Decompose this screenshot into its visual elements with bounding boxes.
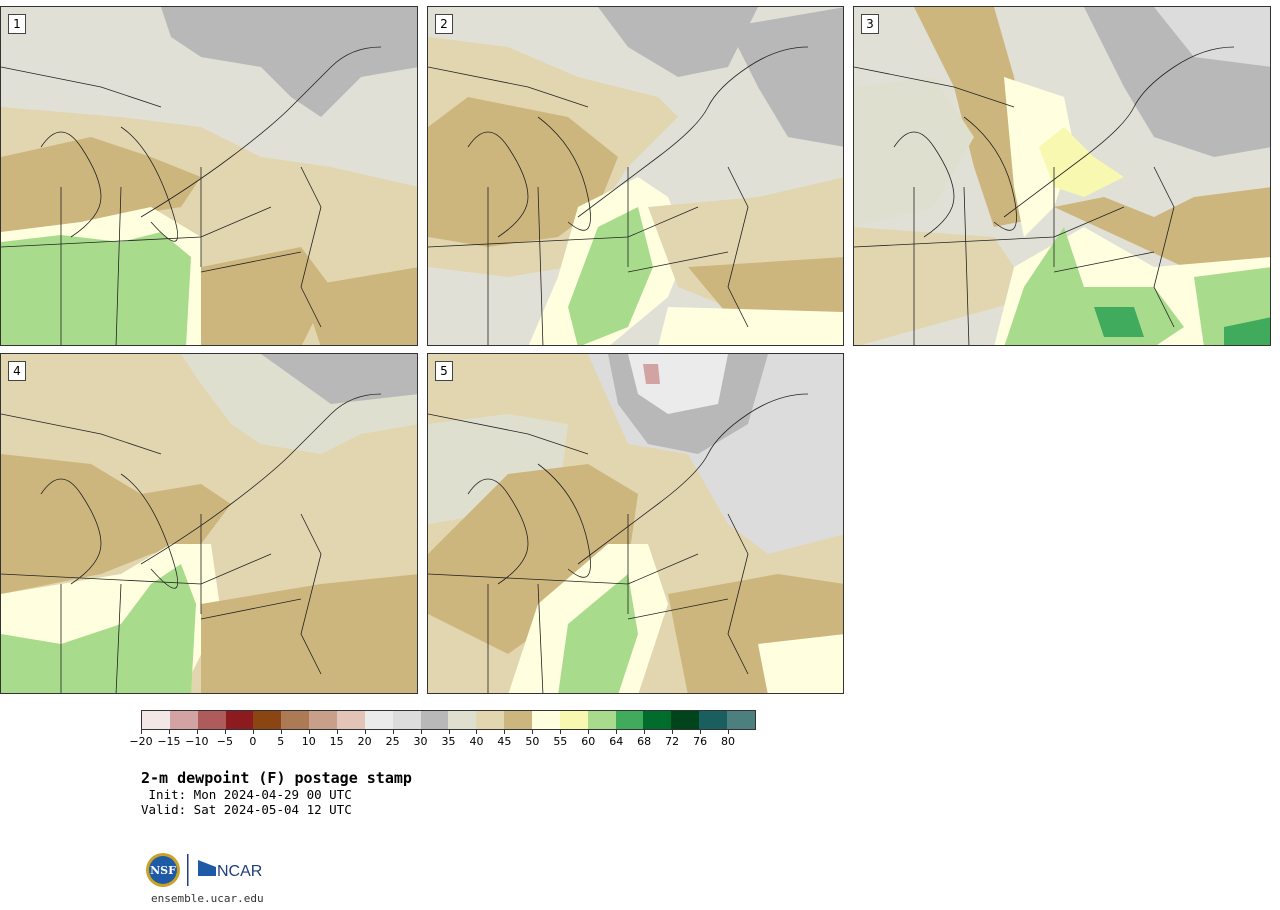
site-url: ensemble.ucar.edu (151, 892, 264, 905)
colorbar-swatch (253, 711, 282, 729)
colorbar-swatch (364, 711, 393, 729)
colorbar-tick-label: 55 (553, 735, 568, 748)
colorbar-swatch (532, 711, 560, 729)
panel-number-label: 3 (861, 14, 879, 34)
panel-number-label: 5 (435, 361, 453, 381)
map-panel-2: 2 (427, 6, 844, 346)
dewpoint-map-4 (1, 354, 417, 693)
colorbar-tick-label: 80 (721, 735, 736, 748)
valid-time: Valid: Sat 2024-05-04 12 UTC (141, 802, 352, 817)
colorbar-swatch (225, 711, 254, 729)
colorbar-swatch (337, 711, 365, 729)
colorbar-swatch (281, 711, 310, 729)
colorbar-swatch (559, 711, 588, 729)
ncar-logo-text: NCAR (217, 863, 262, 880)
nsf-ncar-logo: NSF NCAR (145, 852, 275, 888)
colorbar-tick-label: 35 (441, 735, 456, 748)
panel-number-label: 1 (8, 14, 26, 34)
colorbar-tick-label: 68 (637, 735, 652, 748)
colorbar-tick-label: −20 (129, 735, 153, 748)
colorbar-tick-label: 5 (277, 735, 285, 748)
colorbar-swatch (504, 711, 533, 729)
colorbar-tick-label: 15 (329, 735, 344, 748)
map-panel-5: 5 (427, 353, 844, 694)
panel-number-label: 2 (435, 14, 453, 34)
colorbar-tick-label: 60 (581, 735, 596, 748)
colorbar-swatch (727, 711, 755, 729)
colorbar-swatch (476, 711, 505, 729)
colorbar-tick-label: 72 (665, 735, 680, 748)
map-panel-3: 3 (853, 6, 1271, 346)
colorbar-tick-label: 20 (357, 735, 372, 748)
colorbar (141, 710, 756, 730)
colorbar-tick-label: 25 (385, 735, 400, 748)
colorbar-tick-label: −15 (157, 735, 181, 748)
dewpoint-map-3 (854, 7, 1270, 345)
colorbar-tick-label: 76 (693, 735, 708, 748)
colorbar-tick-label: 10 (301, 735, 316, 748)
nsf-logo-text: NSF (150, 864, 176, 877)
colorbar-swatch (392, 711, 421, 729)
colorbar-tick-label: −10 (185, 735, 209, 748)
colorbar-swatch (448, 711, 477, 729)
colorbar-swatch (643, 711, 672, 729)
colorbar-swatch (699, 711, 728, 729)
dewpoint-map-2 (428, 7, 843, 345)
colorbar-swatch (142, 711, 170, 729)
colorbar-swatch (169, 711, 198, 729)
panel-number-label: 4 (8, 361, 26, 381)
colorbar-tick-label: 0 (249, 735, 257, 748)
colorbar-swatch (197, 711, 226, 729)
init-time: Init: Mon 2024-04-29 00 UTC (141, 787, 352, 802)
colorbar-tick-label: 30 (413, 735, 428, 748)
colorbar-swatch (615, 711, 644, 729)
colorbar-tick-label: 64 (609, 735, 624, 748)
dewpoint-map-5 (428, 354, 843, 693)
colorbar-swatch (671, 711, 700, 729)
dewpoint-map-1 (1, 7, 417, 345)
map-panel-4: 4 (0, 353, 418, 694)
map-panel-1: 1 (0, 6, 418, 346)
colorbar-swatch (309, 711, 338, 729)
colorbar-tick-label: −5 (216, 735, 233, 748)
colorbar-tick-labels: −20 −15 −10 −5 0 5 10 15 20 25 30 35 40 45 50 55 60 64 68 7… (129, 730, 756, 760)
colorbar-tick-label: 40 (469, 735, 484, 748)
colorbar-tick-label: 50 (525, 735, 540, 748)
colorbar-tick-label: 45 (497, 735, 512, 748)
colorbar-swatch (420, 711, 449, 729)
colorbar-swatch (587, 711, 616, 729)
chart-title: 2-m dewpoint (F) postage stamp (141, 769, 412, 787)
